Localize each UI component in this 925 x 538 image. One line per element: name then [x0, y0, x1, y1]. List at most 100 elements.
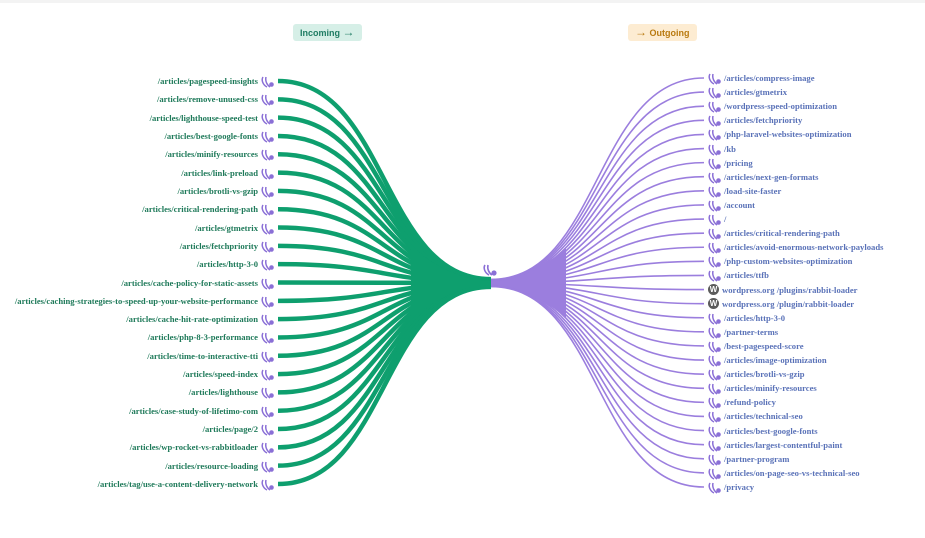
incoming-link-label[interactable]: /articles/cache-policy-for-static-assets — [121, 277, 258, 288]
incoming-link[interactable] — [277, 283, 492, 413]
rabbit-icon — [261, 240, 274, 253]
outgoing-link-label[interactable]: /articles/largest-contentful-paint — [724, 439, 843, 450]
outgoing-link[interactable] — [490, 285, 705, 488]
rabbit-icon — [261, 185, 274, 198]
rabbit-icon — [708, 382, 721, 395]
outgoing-link-label[interactable]: / — [724, 214, 727, 225]
incoming-link-label[interactable]: /articles/caching-strategies-to-speed-up… — [14, 295, 258, 306]
incoming-link-label[interactable]: /articles/cache-hit-rate-optimization — [126, 314, 258, 325]
incoming-label: Incoming — [300, 28, 340, 38]
outgoing-link-label[interactable]: /articles/best-google-fonts — [724, 425, 818, 436]
rabbit-icon — [261, 368, 274, 381]
outgoing-link[interactable] — [490, 91, 705, 281]
outgoing-link-label[interactable]: /account — [724, 199, 756, 210]
outgoing-link[interactable] — [490, 204, 705, 283]
incoming-link-label[interactable]: /articles/http-3-0 — [196, 259, 258, 270]
outgoing-link-label[interactable]: /articles/minify-resources — [724, 383, 817, 394]
rabbit-icon — [708, 326, 721, 339]
outgoing-link[interactable] — [490, 285, 705, 446]
outgoing-link-label[interactable]: /articles/technical-seo — [724, 411, 803, 422]
arrow-right-icon: → — [342, 25, 355, 39]
rabbit-icon — [708, 128, 721, 142]
incoming-link-label[interactable]: /articles/lighthouse-speed-test — [149, 112, 258, 123]
outgoing-link-label[interactable]: /articles/brotli-vs-gzip — [724, 369, 805, 380]
outgoing-links — [490, 77, 705, 488]
center-node[interactable] — [483, 264, 497, 276]
incoming-link[interactable] — [277, 152, 492, 283]
incoming-link-label[interactable]: /articles/wp-rocket-vs-rabbitloader — [129, 442, 258, 453]
outgoing-link-label[interactable]: /articles/avoid-enormous-network-payload… — [724, 242, 884, 253]
incoming-link[interactable] — [277, 284, 492, 468]
outgoing-link-label[interactable]: wordpress.org /plugins/rabbit-loader — [722, 284, 858, 295]
rabbit-icon — [708, 114, 721, 127]
rabbit-icon — [261, 112, 274, 125]
rabbit-icon — [261, 148, 274, 161]
outgoing-link-label[interactable]: /wordpress-speed-optimization — [724, 101, 837, 112]
rabbit-icon — [708, 368, 721, 381]
incoming-link-label[interactable]: /articles/fetchpriority — [179, 240, 258, 251]
incoming-link-label[interactable]: /articles/lighthouse — [188, 387, 258, 398]
incoming-link-label[interactable]: /articles/best-google-fonts — [164, 130, 258, 141]
rabbit-icon — [261, 313, 274, 326]
outgoing-link-label[interactable]: /articles/ttfb — [724, 270, 769, 281]
incoming-link-label[interactable]: /articles/php-8-3-performance — [147, 332, 258, 343]
rabbit-icon — [708, 241, 721, 254]
rabbit-icon — [708, 481, 721, 494]
incoming-link-label[interactable]: /articles/tag/use-a-content-delivery-net… — [97, 479, 258, 489]
outgoing-link-label[interactable]: /kb — [724, 143, 736, 154]
outgoing-link[interactable] — [490, 284, 705, 418]
top-border — [0, 0, 925, 3]
outgoing-link[interactable] — [490, 190, 705, 283]
outgoing-link-label[interactable]: /articles/compress-image — [724, 73, 815, 83]
outgoing-link[interactable] — [490, 283, 705, 361]
outgoing-link-label[interactable]: /articles/next-gen-formats — [724, 171, 819, 182]
outgoing-link-label[interactable]: /php-laravel-websites-optimization — [724, 129, 852, 140]
rabbit-icon — [261, 478, 274, 491]
outgoing-link[interactable] — [490, 119, 705, 281]
incoming-link-label[interactable]: /articles/pagespeed-insights — [157, 76, 258, 86]
incoming-link-label[interactable]: /articles/minify-resources — [165, 149, 258, 160]
incoming-link-label[interactable]: /articles/gtmetrix — [195, 222, 258, 233]
outgoing-link-label[interactable]: /best-pagespeed-score — [724, 340, 804, 351]
incoming-link-label[interactable]: /articles/case-study-of-lifetimo-com — [129, 405, 258, 416]
rabbit-icon — [708, 143, 721, 156]
rabbit-icon — [708, 100, 721, 113]
outgoing-link-label[interactable]: /load-site-faster — [724, 185, 782, 196]
outgoing-link-label[interactable]: /articles/gtmetrix — [724, 87, 787, 98]
outgoing-link[interactable] — [490, 147, 705, 282]
rabbit-icon — [261, 222, 274, 235]
outgoing-link[interactable] — [490, 285, 705, 460]
outgoing-link-label[interactable]: /articles/critical-rendering-path — [724, 228, 840, 239]
incoming-link-label[interactable]: /articles/remove-unused-css — [156, 94, 258, 105]
incoming-badge: Incoming → — [293, 24, 362, 41]
rabbit-icon — [261, 441, 274, 455]
outgoing-link-label[interactable]: /partner-terms — [724, 326, 779, 337]
rabbit-icon — [708, 227, 721, 240]
rabbit-icon — [708, 269, 721, 283]
outgoing-link[interactable] — [490, 283, 705, 375]
rabbit-icon — [261, 277, 274, 290]
outgoing-link-label[interactable]: /php-custom-websites-optimization — [724, 256, 853, 267]
incoming-link-label[interactable]: /articles/page/2 — [202, 424, 258, 435]
outgoing-link-label[interactable]: /articles/image-optimization — [724, 355, 827, 366]
incoming-link[interactable] — [277, 284, 492, 487]
wordpress-icon: W — [708, 298, 719, 310]
outgoing-link-label[interactable]: wordpress.org /plugin/rabbit-loader — [722, 298, 855, 309]
incoming-link[interactable] — [277, 78, 492, 282]
rabbit-icon — [261, 130, 274, 143]
outgoing-link-label[interactable]: /partner-program — [724, 453, 790, 464]
incoming-link-label[interactable]: /articles/link-preload — [181, 167, 258, 178]
incoming-link-label[interactable]: /articles/brotli-vs-gzip — [177, 185, 258, 196]
outgoing-link-label[interactable]: /articles/http-3-0 — [724, 312, 786, 323]
incoming-link-label[interactable]: /articles/critical-rendering-path — [142, 204, 258, 215]
outgoing-link-label[interactable]: /privacy — [724, 482, 755, 492]
incoming-link-label[interactable]: /articles/time-to-interactive-tti — [147, 350, 258, 361]
outgoing-link[interactable] — [490, 77, 705, 281]
outgoing-link-label[interactable]: /articles/fetchpriority — [724, 115, 803, 126]
incoming-link-label[interactable]: /articles/resource-loading — [165, 460, 258, 471]
outgoing-link-label[interactable]: /articles/on-page-seo-vs-technical-seo — [724, 467, 860, 478]
outgoing-link[interactable] — [490, 105, 705, 281]
incoming-link-label[interactable]: /articles/speed-index — [183, 369, 258, 380]
outgoing-link-label[interactable]: /pricing — [724, 157, 753, 168]
outgoing-link-label[interactable]: /refund-policy — [724, 397, 776, 408]
